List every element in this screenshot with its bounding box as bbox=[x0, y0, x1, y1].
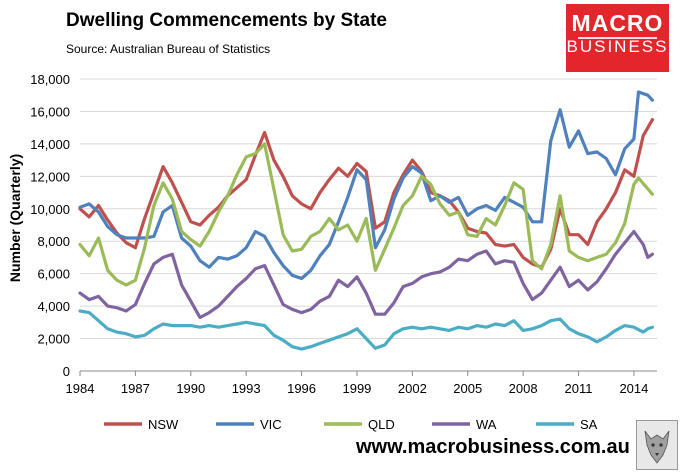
macrobusiness-logo[interactable]: MACRO BUSINESS bbox=[566, 4, 669, 72]
grid-lines bbox=[80, 78, 657, 340]
y-tick-label: 16,000 bbox=[30, 104, 70, 119]
x-tick-label: 1999 bbox=[342, 381, 371, 396]
y-tick-label: 0 bbox=[63, 364, 70, 379]
legend: NSW VIC QLD WA SA bbox=[104, 417, 598, 432]
y-tick-label: 4,000 bbox=[37, 299, 70, 314]
legend-label-nsw: NSW bbox=[148, 417, 179, 432]
x-tick-label: 2002 bbox=[398, 381, 427, 396]
legend-label-sa: SA bbox=[580, 417, 598, 432]
y-tick-label: 12,000 bbox=[30, 169, 70, 184]
y-tick-label: 6,000 bbox=[37, 267, 70, 282]
chart-source: Source: Australian Bureau of Statistics bbox=[66, 42, 271, 56]
x-tick-label: 2011 bbox=[565, 381, 593, 396]
y-axis-label: Number (Quarterly) bbox=[7, 154, 23, 282]
website-url[interactable]: www.macrobusiness.com.au bbox=[356, 436, 630, 458]
x-tick-label: 1993 bbox=[232, 381, 261, 396]
series-line-nsw bbox=[78, 118, 654, 269]
x-tick-label: 1987 bbox=[121, 381, 150, 396]
y-tick-labels: 0 2,000 4,000 6,000 8,000 10,000 12,000 14,000 1… bbox=[30, 72, 70, 379]
legend-label-vic: VIC bbox=[260, 417, 282, 432]
series-line-vic bbox=[78, 90, 654, 281]
y-tick-label: 2,000 bbox=[37, 332, 70, 347]
x-tick-labels: 1984 1987 1990 1993 1996 1999 2002 2005 2008 2011… bbox=[66, 371, 648, 396]
series-line-sa bbox=[78, 309, 654, 351]
x-tick-label: 2008 bbox=[509, 381, 538, 396]
series-line-wa bbox=[78, 229, 654, 320]
x-tick-label: 1990 bbox=[176, 381, 205, 396]
x-tick-label: 1984 bbox=[66, 381, 95, 396]
y-tick-label: 10,000 bbox=[30, 202, 70, 217]
chart-title: Dwelling Commencements by State bbox=[66, 10, 387, 31]
x-tick-label: 2005 bbox=[453, 381, 482, 396]
logo-divider bbox=[578, 37, 657, 39]
series-lines bbox=[78, 90, 654, 351]
y-tick-label: 14,000 bbox=[30, 137, 70, 152]
y-tick-label: 18,000 bbox=[30, 72, 70, 87]
wolf-mascot-icon bbox=[636, 420, 678, 470]
x-tick-label: 1996 bbox=[287, 381, 316, 396]
legend-label-wa: WA bbox=[476, 417, 497, 432]
x-tick-label: 2014 bbox=[619, 381, 648, 396]
y-tick-label: 8,000 bbox=[37, 234, 70, 249]
logo-line2: BUSINESS bbox=[566, 37, 669, 56]
legend-label-qld: QLD bbox=[368, 417, 395, 432]
logo-line1: MACRO bbox=[571, 10, 664, 36]
series-line-qld bbox=[78, 142, 654, 287]
